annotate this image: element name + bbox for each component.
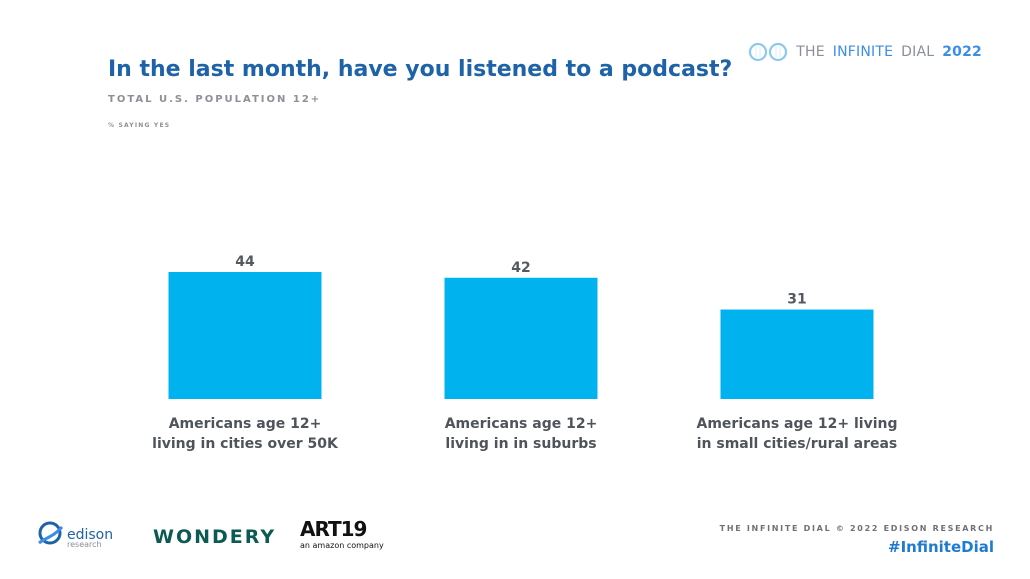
chart-title: In the last month, have you listened to … — [108, 57, 733, 82]
category-label-3-line-1: Americans age 12+ living — [697, 416, 898, 432]
category-label-3-line-2: in small cities/rural areas — [697, 436, 898, 452]
chart-subtitle: TOTAL U.S. POPULATION 12+ — [108, 94, 322, 105]
footer-hashtag: #InfiniteDial — [888, 538, 994, 556]
bar-3 — [720, 309, 874, 399]
edison-research-logo: edison research — [35, 519, 113, 549]
brand-dial: DIAL — [901, 44, 935, 60]
category-label-2-line-1: Americans age 12+ — [445, 416, 598, 432]
category-label-1-line-2: living in cities over 50K — [152, 436, 339, 452]
edison-wordmark: edison — [67, 527, 114, 543]
bar-1 — [168, 272, 322, 399]
bar-value-label-3: 31 — [787, 292, 806, 308]
infinity-logo-icon — [749, 42, 788, 62]
edison-subtext: research — [67, 540, 102, 549]
category-label-1-line-1: Americans age 12+ — [169, 416, 322, 432]
edison-globe-icon — [38, 521, 64, 545]
brand-infinite: INFINITE — [832, 44, 894, 60]
art19-logo: ART19 an amazon company — [300, 519, 384, 550]
bar-2 — [444, 277, 598, 399]
bar-value-label-2: 42 — [511, 260, 530, 276]
footer-copyright: THE INFINITE DIAL © 2022 EDISON RESEARCH — [719, 524, 994, 533]
category-label-2-line-2: living in in suburbs — [445, 436, 596, 452]
chart-note: % SAYING YES — [108, 122, 171, 129]
wondery-logo: WONDERY — [153, 526, 277, 548]
bar-value-label-1: 44 — [235, 254, 255, 270]
art19-wordmark: ART19 — [300, 517, 367, 541]
infinite-dial-brand: THE INFINITE DIAL 2022 — [748, 41, 982, 63]
brand-year: 2022 — [942, 44, 982, 60]
brand-the: THE — [796, 44, 825, 60]
art19-subtext: an amazon company — [300, 541, 384, 550]
